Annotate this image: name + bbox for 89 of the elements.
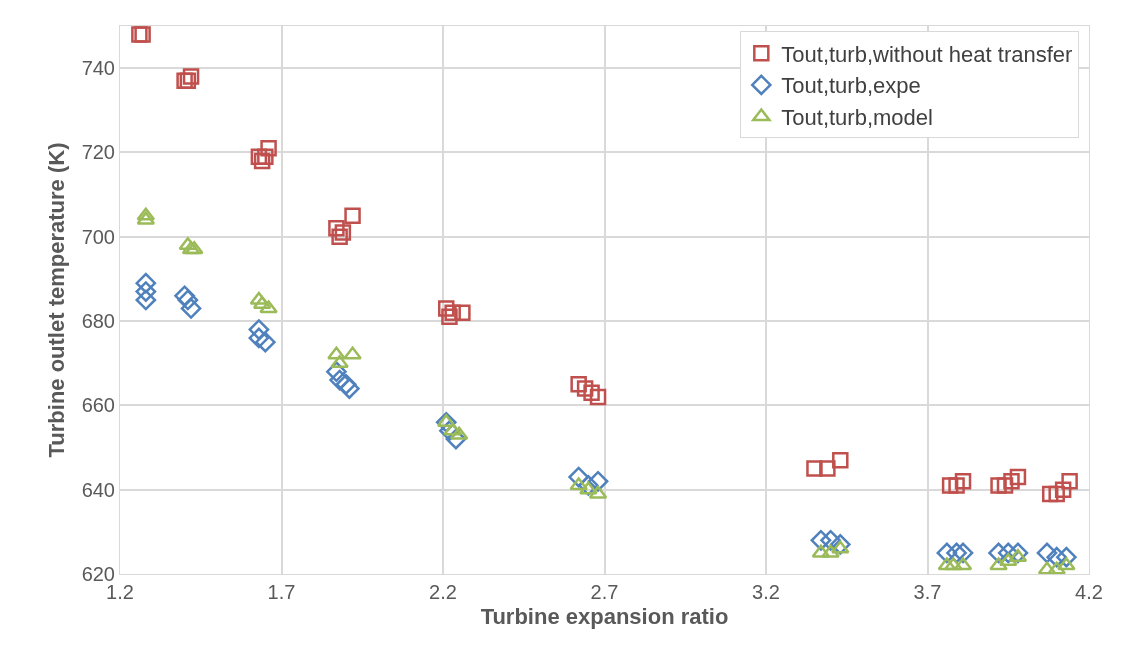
y-axis-title: Turbine outlet temperature (K) <box>44 142 70 458</box>
y-tick-label: 700 <box>81 225 115 248</box>
point <box>937 557 957 571</box>
point <box>990 477 1007 494</box>
point <box>989 557 1008 571</box>
x-axis-title: Turbine expansion ratio <box>480 603 729 629</box>
point <box>1061 473 1078 490</box>
point <box>1009 468 1027 486</box>
point <box>998 553 1018 567</box>
point <box>1041 485 1059 503</box>
y-tick-label: 720 <box>81 141 115 164</box>
point <box>952 542 974 564</box>
x-tick-label: 3.2 <box>752 581 780 603</box>
point <box>1048 485 1065 503</box>
point <box>259 300 278 314</box>
point <box>996 477 1014 494</box>
point <box>1003 473 1020 490</box>
point <box>331 228 348 246</box>
point <box>579 481 598 495</box>
point <box>441 308 458 326</box>
point <box>589 388 607 406</box>
point <box>588 485 608 499</box>
point <box>250 148 268 165</box>
point <box>941 477 959 494</box>
point <box>329 369 350 391</box>
point <box>248 319 270 340</box>
point <box>576 380 594 397</box>
y-tick-label: 740 <box>81 57 115 80</box>
x-tick-label: 4.2 <box>1075 581 1103 603</box>
point <box>832 451 849 469</box>
legend-label: Tout,turb,without heat transfer <box>781 41 1073 67</box>
point <box>257 148 274 165</box>
x-tick-label: 3.7 <box>913 581 942 603</box>
point <box>136 211 156 225</box>
point <box>335 373 357 395</box>
point <box>936 542 958 564</box>
point <box>176 72 193 90</box>
point <box>182 68 200 85</box>
point <box>135 272 157 294</box>
point <box>135 281 157 302</box>
point <box>178 236 198 250</box>
y-tick-label: 680 <box>81 310 115 333</box>
point <box>334 224 352 241</box>
x-tick-label: 1.7 <box>267 581 296 603</box>
point <box>248 327 270 349</box>
point <box>1046 546 1068 568</box>
point <box>1008 548 1028 562</box>
point <box>819 460 836 477</box>
point <box>343 346 362 360</box>
point <box>948 477 965 494</box>
point <box>1036 542 1058 564</box>
point <box>328 220 345 237</box>
point <box>944 557 963 571</box>
point <box>338 378 360 399</box>
point <box>260 140 277 157</box>
point <box>821 544 840 558</box>
point <box>252 295 272 309</box>
y-tick-label: 640 <box>81 478 115 501</box>
legend-label: Tout,turb,expe <box>781 73 921 99</box>
point <box>253 152 271 170</box>
point <box>330 354 349 368</box>
point <box>806 460 823 477</box>
point <box>810 529 832 551</box>
point <box>569 477 588 491</box>
point <box>1057 557 1076 571</box>
x-tick-label: 2.2 <box>429 581 457 603</box>
legend-label: Tout,turb,model <box>781 105 933 131</box>
point <box>444 304 461 321</box>
point <box>327 346 346 360</box>
point <box>583 384 600 401</box>
point <box>820 529 841 551</box>
point <box>953 557 973 571</box>
point <box>136 207 156 221</box>
point <box>830 540 850 554</box>
point <box>449 426 469 440</box>
point <box>954 473 972 490</box>
point <box>570 376 587 393</box>
point <box>180 298 202 319</box>
point <box>454 304 471 321</box>
point <box>443 422 463 436</box>
point <box>179 72 197 90</box>
point <box>1054 481 1072 498</box>
point <box>344 207 361 224</box>
point <box>437 300 455 317</box>
y-tick-label: 660 <box>81 394 115 417</box>
point <box>135 289 157 311</box>
point <box>811 544 831 558</box>
point <box>255 331 276 353</box>
x-tick-label: 2.7 <box>590 581 619 603</box>
